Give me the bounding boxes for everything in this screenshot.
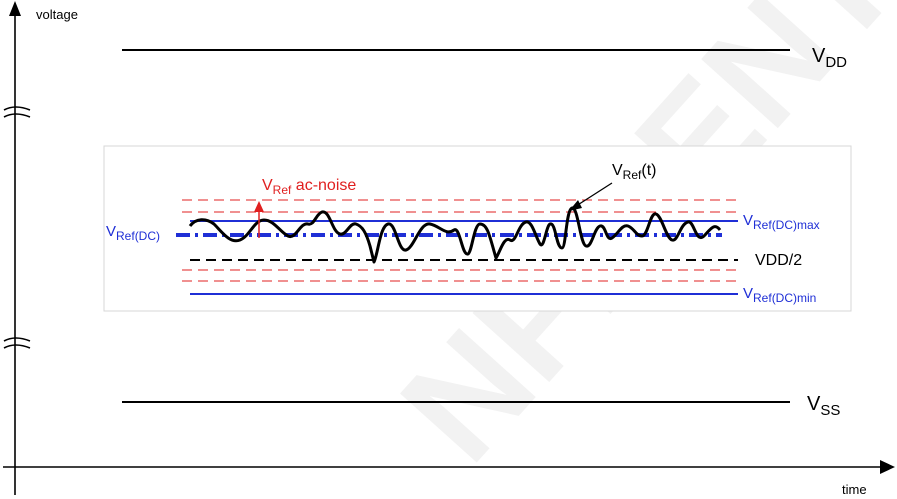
vdd-half-label: VDD/2 xyxy=(755,252,802,269)
vref-t-label: VRef(t) xyxy=(612,162,656,182)
vref-dc-label: VRef(DC) xyxy=(106,223,160,243)
noise-envelope-lines xyxy=(182,199,742,282)
y-axis-label: voltage xyxy=(36,7,78,22)
vss-label: VSS xyxy=(807,393,840,419)
x-axis-label: time xyxy=(842,482,867,497)
axis-break-bottom-icon xyxy=(3,337,31,349)
vss-level: VSS xyxy=(122,393,840,419)
axes: voltage time xyxy=(3,1,895,497)
vref-dc-min-label: VRef(DC)min xyxy=(743,285,816,305)
vdd-level: VDD xyxy=(122,45,847,71)
x-axis-arrow-icon xyxy=(880,460,895,474)
vref-t-pointer-arrow-icon xyxy=(569,182,613,211)
vref-dc-max-label: VRef(DC)max xyxy=(743,212,820,232)
ac-noise-arrow-icon xyxy=(254,201,264,238)
axis-break-top-icon xyxy=(3,106,31,118)
y-axis-arrow-icon xyxy=(9,1,21,16)
vdd-label: VDD xyxy=(812,45,847,71)
vref-t-waveform xyxy=(188,206,722,264)
ac-noise-label: VRef ac-noise xyxy=(262,177,356,197)
vref-inset: VRef(t) VRef ac-noise VRef(DC) VRef(DC)m… xyxy=(103,145,852,312)
